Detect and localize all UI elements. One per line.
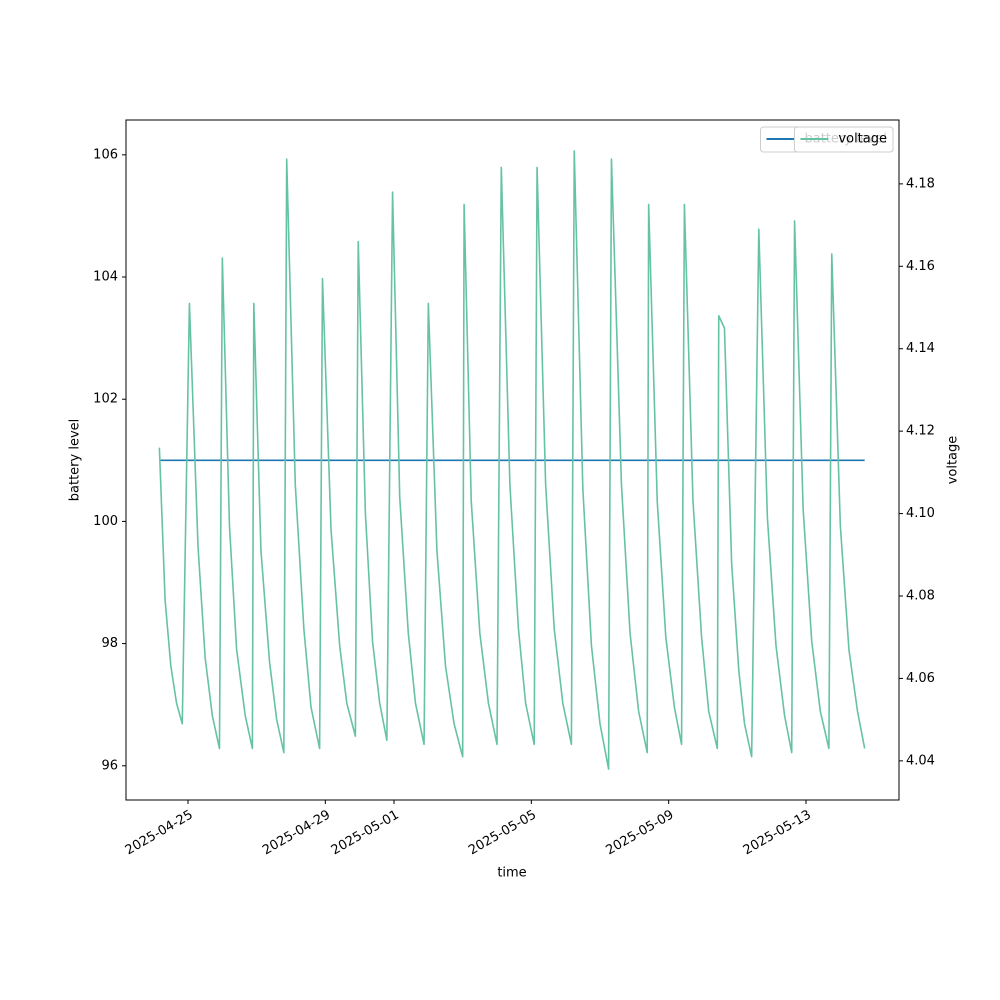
legend-label: voltage — [838, 132, 887, 147]
y2-tick-label: 4.08 — [906, 589, 935, 604]
y-tick-label: 98 — [101, 636, 118, 651]
y-tick-label: 106 — [93, 147, 118, 162]
y-axis-label: battery level — [68, 419, 83, 502]
y-tick-label: 96 — [101, 758, 118, 773]
legend: voltage — [793, 126, 894, 153]
y2-axis-label: voltage — [946, 436, 961, 485]
y2-tick-label: 4.12 — [906, 424, 935, 439]
y2-tick-label: 4.06 — [906, 671, 935, 686]
y-tick-label: 100 — [93, 514, 118, 529]
y2-tick-label: 4.14 — [906, 341, 935, 356]
y2-tick-label: 4.10 — [906, 506, 935, 521]
legend-box — [793, 126, 894, 153]
y-tick-label: 102 — [93, 392, 118, 407]
y-tick-label: 104 — [93, 270, 118, 285]
plot-frame — [125, 119, 900, 801]
series-line — [158, 150, 866, 770]
x-axis-label: time — [497, 866, 526, 881]
y2-tick-label: 4.16 — [906, 259, 935, 274]
y2-tick-label: 4.18 — [906, 176, 935, 191]
y2-tick-label: 4.04 — [906, 753, 935, 768]
